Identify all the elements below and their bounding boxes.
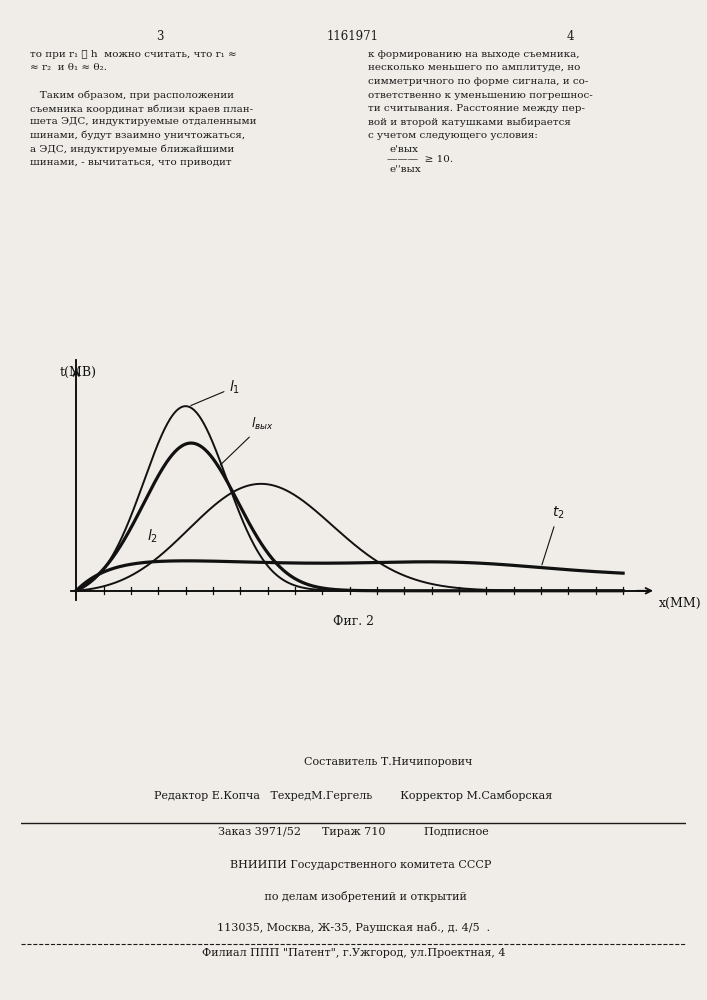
Text: t(МВ): t(МВ): [60, 366, 97, 379]
Text: а ЭДС, индуктируемые ближайшими: а ЭДС, индуктируемые ближайшими: [30, 144, 234, 154]
Text: 4: 4: [566, 30, 574, 43]
Text: ВНИИПИ Государственного комитета СССР: ВНИИПИ Государственного комитета СССР: [216, 860, 491, 870]
Text: 113035, Москва, Ж-35, Раушская наб., д. 4/5  .: 113035, Москва, Ж-35, Раушская наб., д. …: [217, 922, 490, 933]
Text: шинами, - вычитаться, что приводит: шинами, - вычитаться, что приводит: [30, 158, 232, 167]
Text: по делам изобретений и открытий: по делам изобретений и открытий: [240, 891, 467, 902]
Text: Редактор Е.Копча   ТехредМ.Гергель        Корректор М.Самборская: Редактор Е.Копча ТехредМ.Гергель Коррект…: [154, 790, 553, 801]
Text: ти считывания. Расстояние между пер-: ти считывания. Расстояние между пер-: [368, 104, 585, 113]
Text: шета ЭДС, индуктируемые отдаленными: шета ЭДС, индуктируемые отдаленными: [30, 117, 257, 126]
Text: Таким образом, при расположении: Таким образом, при расположении: [30, 91, 234, 100]
Text: 3: 3: [156, 30, 164, 43]
Text: с учетом следующего условия:: с учетом следующего условия:: [368, 131, 538, 140]
Text: несколько меньшего по амплитуде, но: несколько меньшего по амплитуде, но: [368, 64, 580, 73]
Text: то при r₁ ≫ h  можно считать, что r₁ ≈: то при r₁ ≫ h можно считать, что r₁ ≈: [30, 50, 237, 59]
Text: x(ММ): x(ММ): [659, 597, 701, 610]
Text: Филиал ППП "Патент", г.Ужгород, ул.Проектная, 4: Филиал ППП "Патент", г.Ужгород, ул.Проек…: [201, 948, 506, 958]
Text: съемника координат вблизи краев план-: съемника координат вблизи краев план-: [30, 104, 253, 113]
Text: симметричного по форме сигнала, и со-: симметричного по форме сигнала, и со-: [368, 77, 588, 86]
Text: Заказ 3971/52      Тираж 710           Подписное: Заказ 3971/52 Тираж 710 Подписное: [218, 827, 489, 837]
Text: к формированию на выходе съемника,: к формированию на выходе съемника,: [368, 50, 580, 59]
Text: $t_2$: $t_2$: [542, 505, 565, 565]
Text: ответственно к уменьшению погрешнос-: ответственно к уменьшению погрешнос-: [368, 91, 592, 100]
Text: вой и второй катушками выбирается: вой и второй катушками выбирается: [368, 117, 571, 127]
Text: $l_{вых}$: $l_{вых}$: [221, 416, 274, 465]
Text: Составитель Т.Ничипорович: Составитель Т.Ничипорович: [234, 757, 473, 767]
Text: e'вых: e'вых: [390, 144, 419, 153]
Text: 1161971: 1161971: [327, 30, 379, 43]
Text: $l_1$: $l_1$: [191, 378, 240, 406]
Text: e''вых: e''вых: [390, 164, 422, 174]
Text: Фиг. 2: Фиг. 2: [333, 615, 374, 628]
Text: ———  ≥ 10.: ——— ≥ 10.: [387, 154, 453, 163]
Text: шинами, будут взаимно уничтожаться,: шинами, будут взаимно уничтожаться,: [30, 131, 245, 140]
Text: ≈ r₂  и θ₁ ≈ θ₂.: ≈ r₂ и θ₁ ≈ θ₂.: [30, 64, 107, 73]
Text: $l_2$: $l_2$: [147, 528, 158, 545]
